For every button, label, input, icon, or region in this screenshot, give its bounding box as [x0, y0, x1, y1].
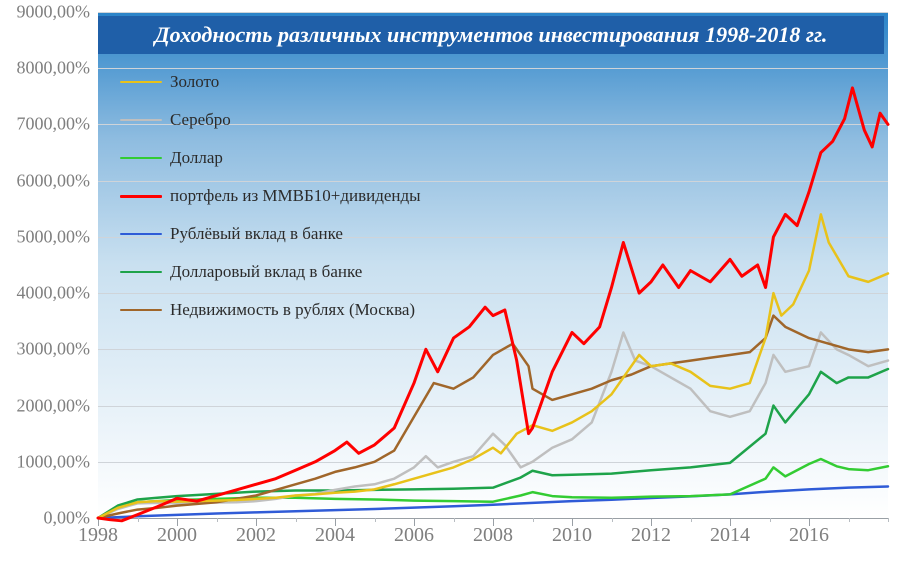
x-minor-tick [296, 518, 297, 522]
x-minor-tick [533, 518, 534, 522]
x-tick-label: 2012 [631, 524, 671, 547]
y-tick-label: 3000,00% [17, 339, 91, 360]
x-tick-label: 2006 [394, 524, 434, 547]
series-silver [98, 332, 888, 518]
series-mmvb [98, 88, 888, 521]
plot-area: Доходность различных инструментов инвест… [98, 12, 888, 518]
x-tick-label: 2000 [157, 524, 197, 547]
x-tick-label: 2010 [552, 524, 592, 547]
x-minor-tick [138, 518, 139, 522]
y-tick-label: 4000,00% [17, 283, 91, 304]
x-minor-tick [375, 518, 376, 522]
x-tick-label: 2002 [236, 524, 276, 547]
x-tick-label: 2004 [315, 524, 355, 547]
line-series-layer [98, 12, 888, 518]
x-minor-tick [217, 518, 218, 522]
y-tick-label: 8000,00% [17, 58, 91, 79]
chart-container: Доходность различных инструментов инвест… [0, 0, 900, 562]
y-tick-label: 9000,00% [17, 2, 91, 23]
y-tick-label: 5000,00% [17, 226, 91, 247]
x-minor-tick [612, 518, 613, 522]
y-tick-label: 6000,00% [17, 170, 91, 191]
x-minor-tick [770, 518, 771, 522]
y-tick-label: 1000,00% [17, 451, 91, 472]
x-tick-label: 1998 [78, 524, 118, 547]
x-minor-tick [888, 518, 889, 522]
x-tick-label: 2016 [789, 524, 829, 547]
y-tick-label: 2000,00% [17, 395, 91, 416]
x-minor-tick [454, 518, 455, 522]
y-tick-label: 7000,00% [17, 114, 91, 135]
x-tick-label: 2008 [473, 524, 513, 547]
x-tick-label: 2014 [710, 524, 750, 547]
x-minor-tick [849, 518, 850, 522]
x-minor-tick [691, 518, 692, 522]
